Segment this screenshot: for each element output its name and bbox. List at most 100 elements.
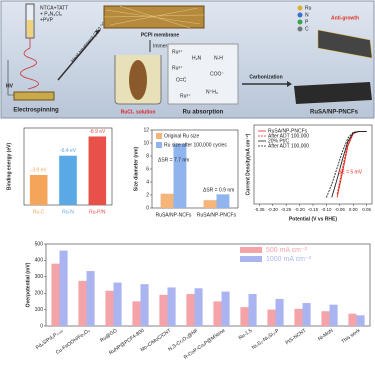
arrow [57, 29, 101, 81]
x-tick-label: -0.05 [335, 207, 346, 212]
bar [213, 301, 222, 326]
y-tick-label: 10 [143, 140, 149, 146]
ion: N-H [214, 55, 223, 61]
legend-label: C [305, 26, 309, 32]
legend-dot [297, 12, 303, 18]
label: Carbonization [249, 74, 282, 80]
value-label: -6.4 eV [60, 148, 77, 154]
label: Ru absorption [183, 110, 224, 116]
legend-label: N [305, 12, 309, 18]
legend-swatch [156, 142, 162, 148]
ion: H₂N [192, 55, 202, 61]
label: RuSA/NP-PNCFs [310, 110, 359, 116]
y-tick-label: 300 [35, 274, 44, 280]
x-tick-label: -0.30 [268, 207, 279, 212]
y-axis-title: Overpotential (mV) [25, 262, 31, 307]
y-tick-label: 0 [40, 323, 43, 329]
legend-dot [297, 26, 303, 32]
bar [275, 298, 284, 326]
bar [248, 294, 257, 326]
y-tick-label: 12 [143, 127, 149, 133]
bar [321, 311, 330, 326]
bar [356, 315, 365, 326]
solution [27, 20, 33, 37]
x-tick-label: Ru@GO [99, 328, 118, 344]
legend-swatch [240, 256, 262, 262]
schematic: HV Electrospinning NTCA+TATT + P₃N₃Cl₆ +… [0, 0, 375, 119]
y-tick-label: 0 [146, 205, 149, 211]
label: Anti-growth [331, 15, 359, 21]
bar [140, 284, 149, 326]
ion: Ru³⁺ [172, 65, 183, 71]
line [336, 131, 367, 198]
bar [160, 193, 174, 208]
bar [203, 200, 217, 208]
x-tick-label: PtS-NCNT [285, 328, 308, 346]
line [325, 131, 367, 198]
bar [88, 136, 107, 205]
legend-label: Ru [305, 5, 312, 11]
label: NTCA+TATT [40, 5, 68, 11]
value-label: -8.9 eV [89, 129, 106, 135]
y-tick-label: 8 [146, 153, 149, 159]
annotation: ΔE = 5 mV [338, 169, 363, 175]
arrowhead [95, 30, 100, 34]
bar [86, 271, 95, 326]
legend-label: RuSA/NP-PNCFs [268, 128, 308, 134]
legend-label: 500 mA cm⁻² [266, 247, 308, 254]
label: + P₃N₃Cl₆ [40, 11, 62, 17]
ion: N⁺H₃ [206, 89, 218, 95]
bar [167, 287, 176, 326]
y-tick-label: 4 [146, 179, 149, 185]
x-tick-label: Ru-N [62, 209, 74, 215]
jet [20, 38, 39, 90]
bar [59, 250, 68, 326]
bar [78, 280, 87, 326]
label: Immerse [153, 43, 173, 49]
value-label: -3.9 eV [31, 167, 48, 173]
bar [194, 288, 203, 326]
y-axis-title: Size diameter (nm) [133, 146, 139, 191]
bar [132, 301, 141, 326]
bar [59, 155, 77, 205]
bar [294, 308, 303, 326]
y-axis-title: Binding energy (eV) [6, 143, 12, 191]
ion: Ru³⁺ [172, 49, 183, 55]
y-tick-label: 100 [35, 307, 44, 313]
legend-dot [297, 19, 303, 25]
y-axis-title: Current Density(mA cm⁻²) [245, 133, 251, 195]
fiber-zoom [317, 29, 373, 59]
legend-label: 20% Pt/C [268, 138, 290, 144]
zoom-box [167, 43, 239, 105]
annotation: ΔSR = 7.7 nm [158, 157, 189, 163]
bar [267, 309, 276, 326]
y-tick-label: 400 [35, 258, 44, 264]
x-tick-label: -0.15 [308, 207, 319, 212]
label: Electrospinning [13, 108, 59, 114]
ion: O=C [176, 77, 187, 83]
legend-label: P [305, 19, 309, 25]
legend-label: 1000 mA cm⁻² [266, 256, 312, 263]
bar [186, 294, 195, 326]
fibers [103, 5, 205, 29]
x-tick-label: -0.10 [321, 207, 332, 212]
arrowhead [287, 81, 292, 87]
legend-label: After ADT 100,000 [268, 133, 309, 139]
label: PCPI membrane [141, 32, 180, 38]
axis-frame [45, 243, 371, 327]
x-tick-label: Ru-1.5 [238, 328, 254, 342]
bar [51, 263, 60, 326]
bar [221, 291, 230, 326]
x-tick-label: This work [340, 328, 361, 345]
bar [348, 313, 357, 326]
y-tick-label: 6 [146, 166, 149, 172]
bar [159, 294, 168, 326]
ion: Ru³⁺ [180, 93, 191, 99]
y-tick-label: 200 [35, 291, 44, 297]
bar [29, 174, 48, 205]
x-tick-label: RuSA/NP-NCFs [156, 212, 192, 218]
x-tick-label: -0.35 [254, 207, 265, 212]
x-axis-title: Potential (V vs RHE) [289, 216, 337, 222]
